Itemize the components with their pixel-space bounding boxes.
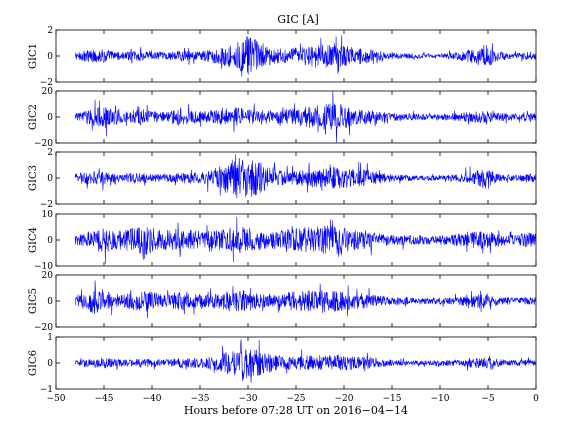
series-label: GIC6 (28, 350, 39, 376)
x-tick-label: 0 (533, 394, 539, 404)
x-tick-label: −30 (239, 394, 258, 404)
x-tick-label: −25 (287, 394, 306, 404)
y-tick-label: 2 (47, 148, 53, 158)
series-line-gic2 (74, 91, 536, 143)
series-line-gic5 (74, 280, 536, 319)
series-label: GIC5 (28, 288, 39, 314)
y-tick-label: 0 (47, 174, 53, 184)
y-tick-label: 1 (47, 333, 53, 343)
panel-gic4: 10 0 −10 GIC4 (28, 210, 537, 272)
y-tick-label: 2 (47, 26, 53, 36)
x-tick-label: −15 (383, 394, 402, 404)
y-tick-label: −20 (34, 323, 53, 333)
y-tick-label: −2 (40, 200, 53, 210)
series-line-gic4 (74, 216, 536, 264)
panel-gic5: 20 0 −20 GIC5 (28, 271, 537, 333)
x-tick-label: −5 (481, 394, 495, 404)
y-tick-label: 20 (42, 271, 54, 281)
series-label: GIC3 (28, 165, 39, 191)
y-tick-label: 0 (47, 52, 53, 62)
x-axis-label: Hours before 07:28 UT on 2016−04−14 (184, 404, 408, 417)
x-tick-label: −40 (143, 394, 162, 404)
series-line-gic6 (75, 339, 536, 383)
y-tick-label: 0 (47, 359, 53, 369)
x-tick-label: −20 (335, 394, 354, 404)
chart-title: GIC [A] (277, 13, 319, 26)
x-tick-label: −35 (191, 394, 210, 404)
y-tick-label: 0 (47, 236, 53, 246)
y-tick-label: 10 (42, 210, 54, 220)
series-line-gic1 (74, 35, 536, 77)
y-tick-label: −1 (40, 385, 53, 395)
x-tick-label: −10 (431, 394, 450, 404)
panels: 20−2GIC1200−20GIC220−2GIC3100−10GIC4200−… (28, 26, 537, 395)
x-tick-label: −50 (47, 394, 66, 404)
x-axis: −50 −45 −40 −35 −30 −25 −20 −15 −10 −5 0 (47, 394, 540, 404)
y-tick-label: 0 (47, 113, 53, 123)
y-tick-label: −2 (40, 78, 53, 88)
y-tick-label: 20 (42, 87, 54, 97)
x-tick-label: −45 (95, 394, 114, 404)
panel-gic2: 20 0 −20 GIC2 (28, 87, 537, 149)
y-tick-label: 0 (47, 297, 53, 307)
series-line-gic3 (74, 154, 536, 199)
series-label: GIC2 (28, 104, 39, 130)
series-label: GIC1 (28, 43, 39, 69)
y-tick-label: −10 (34, 262, 53, 272)
y-tick-label: −20 (34, 139, 53, 149)
series-label: GIC4 (28, 227, 39, 253)
